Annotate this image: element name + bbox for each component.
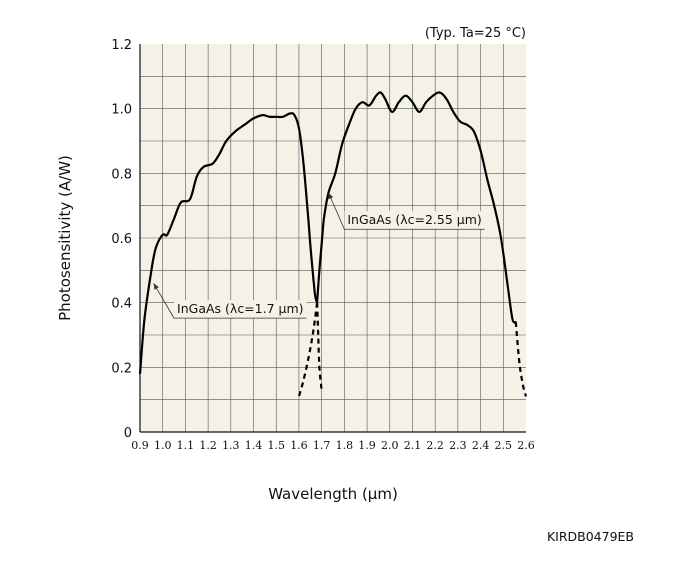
- annotation-label: InGaAs (λc=1.7 µm): [177, 301, 303, 316]
- x-tick-label: 2.3: [449, 439, 467, 452]
- series-dashed-ingaas-1-7: [297, 302, 319, 397]
- y-tick-label: 1.0: [111, 103, 132, 118]
- y-tick-label: 0.2: [111, 361, 132, 376]
- annotations: InGaAs (λc=1.7 µm) InGaAs (λc=2.55 µm): [153, 192, 485, 319]
- x-tick-label: 2.2: [426, 439, 444, 452]
- grid-lines: [140, 44, 526, 432]
- annotation-label-background: [174, 300, 307, 319]
- x-tick-label: 0.9: [131, 439, 149, 452]
- annotation-arrowhead: [328, 192, 334, 200]
- x-axis-title: Wavelength (µm): [268, 485, 398, 503]
- x-tick-label: 2.6: [517, 439, 535, 452]
- annotation-label: InGaAs (λc=2.55 µm): [347, 212, 481, 227]
- annotation-arrowhead: [153, 283, 159, 290]
- x-tick-label: 1.6: [290, 439, 308, 452]
- x-tick-label: 1.5: [267, 439, 285, 452]
- series-line-ingaas-2-55: [316, 91, 517, 324]
- annotation-leader-line: [153, 283, 175, 319]
- x-tick-label: 1.1: [177, 439, 195, 452]
- x-tick-label: 1.8: [336, 439, 354, 452]
- x-tick-label: 1.9: [358, 439, 376, 452]
- x-tick-label: 1.0: [154, 439, 172, 452]
- x-tick-label: 2.1: [404, 439, 422, 452]
- y-tick-label: 0.8: [111, 167, 132, 182]
- figure-code: KIRDB0479EB: [547, 529, 634, 544]
- condition-note: (Typ. Ta=25 °C): [425, 26, 526, 41]
- x-tick-labels: 0.9 1.0 1.1 1.2 1.3 1.4 1.5 1.6 1.7 1.8 1.9 2.0 2.1 2…: [131, 439, 535, 452]
- y-tick-label: 1.2: [111, 38, 132, 53]
- annotation-leader-line: [328, 192, 345, 230]
- y-tick-label: 0.6: [111, 232, 132, 247]
- x-tick-label: 2.5: [495, 439, 513, 452]
- x-tick-label: 1.2: [199, 439, 217, 452]
- annotation: InGaAs (λc=1.7 µm): [153, 283, 307, 319]
- y-tick-labels: 0 0.2 0.4 0.6 0.8 1.0 1.2: [111, 38, 132, 441]
- series-dashed-ingaas-2-55: [316, 302, 323, 391]
- x-tick-label: 1.7: [313, 439, 331, 452]
- x-tick-label: 1.3: [222, 439, 240, 452]
- y-axis-title: Photosensitivity (A/W): [56, 155, 74, 321]
- x-tick-label: 2.4: [472, 439, 490, 452]
- series-line-ingaas-1-7: [138, 112, 319, 374]
- y-tick-label: 0: [124, 426, 132, 441]
- y-tick-label: 0.4: [111, 297, 132, 312]
- x-tick-label: 1.4: [245, 439, 263, 452]
- annotation-label-background: [344, 211, 485, 230]
- series-lines: [138, 91, 528, 397]
- annotation: InGaAs (λc=2.55 µm): [328, 192, 485, 230]
- x-tick-label: 2.0: [381, 439, 399, 452]
